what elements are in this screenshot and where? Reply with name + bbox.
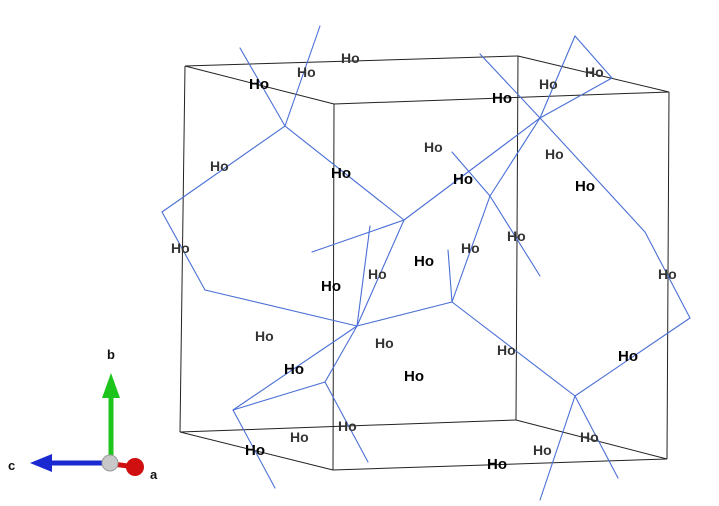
cell-edge (515, 419, 668, 460)
cell-edge (332, 458, 668, 471)
atom-label-ho: Ho (284, 361, 304, 378)
bond (574, 395, 619, 479)
atom-label-ho: Ho (249, 76, 269, 93)
bond (239, 47, 286, 127)
a-axis-label: a (150, 467, 158, 482)
b-axis-arrowhead (102, 373, 120, 398)
bond (489, 117, 541, 197)
atom-label-ho: Ho (580, 429, 599, 445)
atom-label-ho: Ho (507, 228, 526, 244)
bond (204, 289, 358, 327)
bond (232, 381, 326, 411)
bond (311, 219, 405, 253)
atom-label-ho: Ho (545, 146, 564, 162)
bond (356, 301, 453, 327)
atom-label-ho: Ho (255, 328, 274, 344)
atom-label-ho: Ho (290, 429, 309, 445)
atom-label-ho: Ho (245, 442, 265, 459)
atom-label-ho: Ho (585, 64, 604, 80)
atom-label-ho: Ho (404, 368, 424, 385)
bond (447, 249, 453, 303)
atom-label-ho: Ho (321, 278, 341, 295)
bond (232, 325, 358, 411)
bond (574, 35, 613, 79)
bond (284, 25, 321, 127)
bond (284, 125, 405, 221)
bond (574, 317, 691, 397)
atom-label-ho: Ho (424, 139, 443, 155)
bond (324, 381, 369, 463)
atom-label-ho: Ho (341, 50, 360, 66)
atom-label-ho: Ho (368, 266, 387, 282)
a-axis-arrowhead (126, 458, 144, 476)
cell-edge (184, 55, 519, 67)
c-axis-arrowhead (30, 454, 52, 472)
bond (403, 117, 541, 221)
bond (451, 151, 491, 197)
atom-labels: Ho Ho Ho Ho Ho Ho Ho Ho Ho Ho Ho Ho Ho Ho Ho Ho Ho Ho Ho Ho… (171, 50, 677, 473)
bond (324, 325, 358, 383)
atom-label-ho: Ho (461, 240, 480, 256)
bond-network (161, 25, 691, 501)
bond (539, 35, 576, 119)
bond (644, 231, 691, 319)
atom-label-ho: Ho (618, 348, 638, 365)
atom-label-ho: Ho (492, 90, 512, 107)
cell-edge (517, 55, 670, 93)
bond (539, 117, 646, 233)
axis-origin-sphere (101, 454, 119, 472)
cell-edge (515, 55, 519, 421)
atom-label-ho: Ho (375, 335, 394, 351)
atom-label-ho: Ho (533, 442, 552, 458)
bond (451, 195, 491, 303)
cell-edge (333, 91, 670, 105)
atom-label-ho: Ho (539, 76, 558, 92)
c-axis-label: c (8, 458, 15, 473)
atom-label-ho: Ho (487, 456, 507, 473)
b-axis-label: b (107, 347, 115, 362)
atom-label-ho: Ho (297, 64, 316, 80)
atom-label-ho: Ho (171, 240, 190, 256)
bond (356, 225, 371, 327)
cell-edge (179, 431, 334, 471)
bond (356, 219, 405, 327)
axis-orientation-indicator: c b a (8, 347, 158, 482)
atom-label-ho: Ho (497, 342, 516, 358)
bond (161, 125, 286, 213)
bond (161, 211, 206, 291)
cell-edge (179, 419, 517, 433)
atom-label-ho: Ho (338, 418, 357, 434)
bond (232, 409, 276, 489)
atom-label-ho: Ho (331, 165, 351, 182)
atom-label-ho: Ho (453, 171, 473, 188)
bond (489, 195, 541, 277)
atom-label-ho: Ho (658, 266, 677, 282)
bond (451, 301, 576, 397)
atom-label-ho: Ho (414, 253, 434, 270)
atom-label-ho: Ho (210, 158, 229, 174)
cell-edge (184, 65, 335, 105)
atom-label-ho: Ho (575, 178, 595, 195)
bond (539, 395, 576, 501)
bond (539, 77, 613, 119)
bond (479, 53, 541, 119)
